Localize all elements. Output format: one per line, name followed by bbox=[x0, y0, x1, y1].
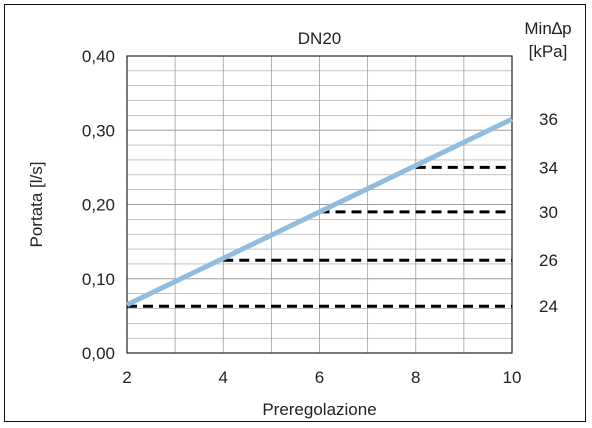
y-tick-label: 0,00 bbox=[82, 344, 115, 363]
x-tick-label: 6 bbox=[315, 368, 324, 387]
x-tick-label: 8 bbox=[411, 368, 420, 387]
y-tick-label: 0,30 bbox=[82, 121, 115, 140]
right-axis-title: Min∆p bbox=[524, 19, 571, 38]
right-axis-unit: [kPa] bbox=[529, 42, 568, 61]
threshold-label: 24 bbox=[539, 297, 558, 316]
threshold-label: 30 bbox=[539, 203, 558, 222]
chart-title: DN20 bbox=[298, 29, 341, 48]
x-tick-label: 2 bbox=[122, 368, 131, 387]
threshold-label: 26 bbox=[539, 251, 558, 270]
x-tick-label: 4 bbox=[219, 368, 228, 387]
threshold-label: 36 bbox=[539, 110, 558, 129]
grid bbox=[127, 56, 512, 353]
tick-labels: 2 4 6 8 10 0,00 0,10 0,20 0,30 0,40 bbox=[82, 47, 522, 387]
y-tick-label: 0,40 bbox=[82, 47, 115, 66]
y-tick-label: 0,20 bbox=[82, 196, 115, 215]
x-tick-label: 10 bbox=[503, 368, 522, 387]
x-axis-label: Preregolazione bbox=[262, 400, 376, 419]
threshold-label: 34 bbox=[539, 158, 558, 177]
y-axis-label: Portata [l/s] bbox=[27, 162, 46, 248]
threshold-labels: 24 26 30 34 36 bbox=[539, 110, 558, 316]
y-tick-label: 0,10 bbox=[82, 270, 115, 289]
